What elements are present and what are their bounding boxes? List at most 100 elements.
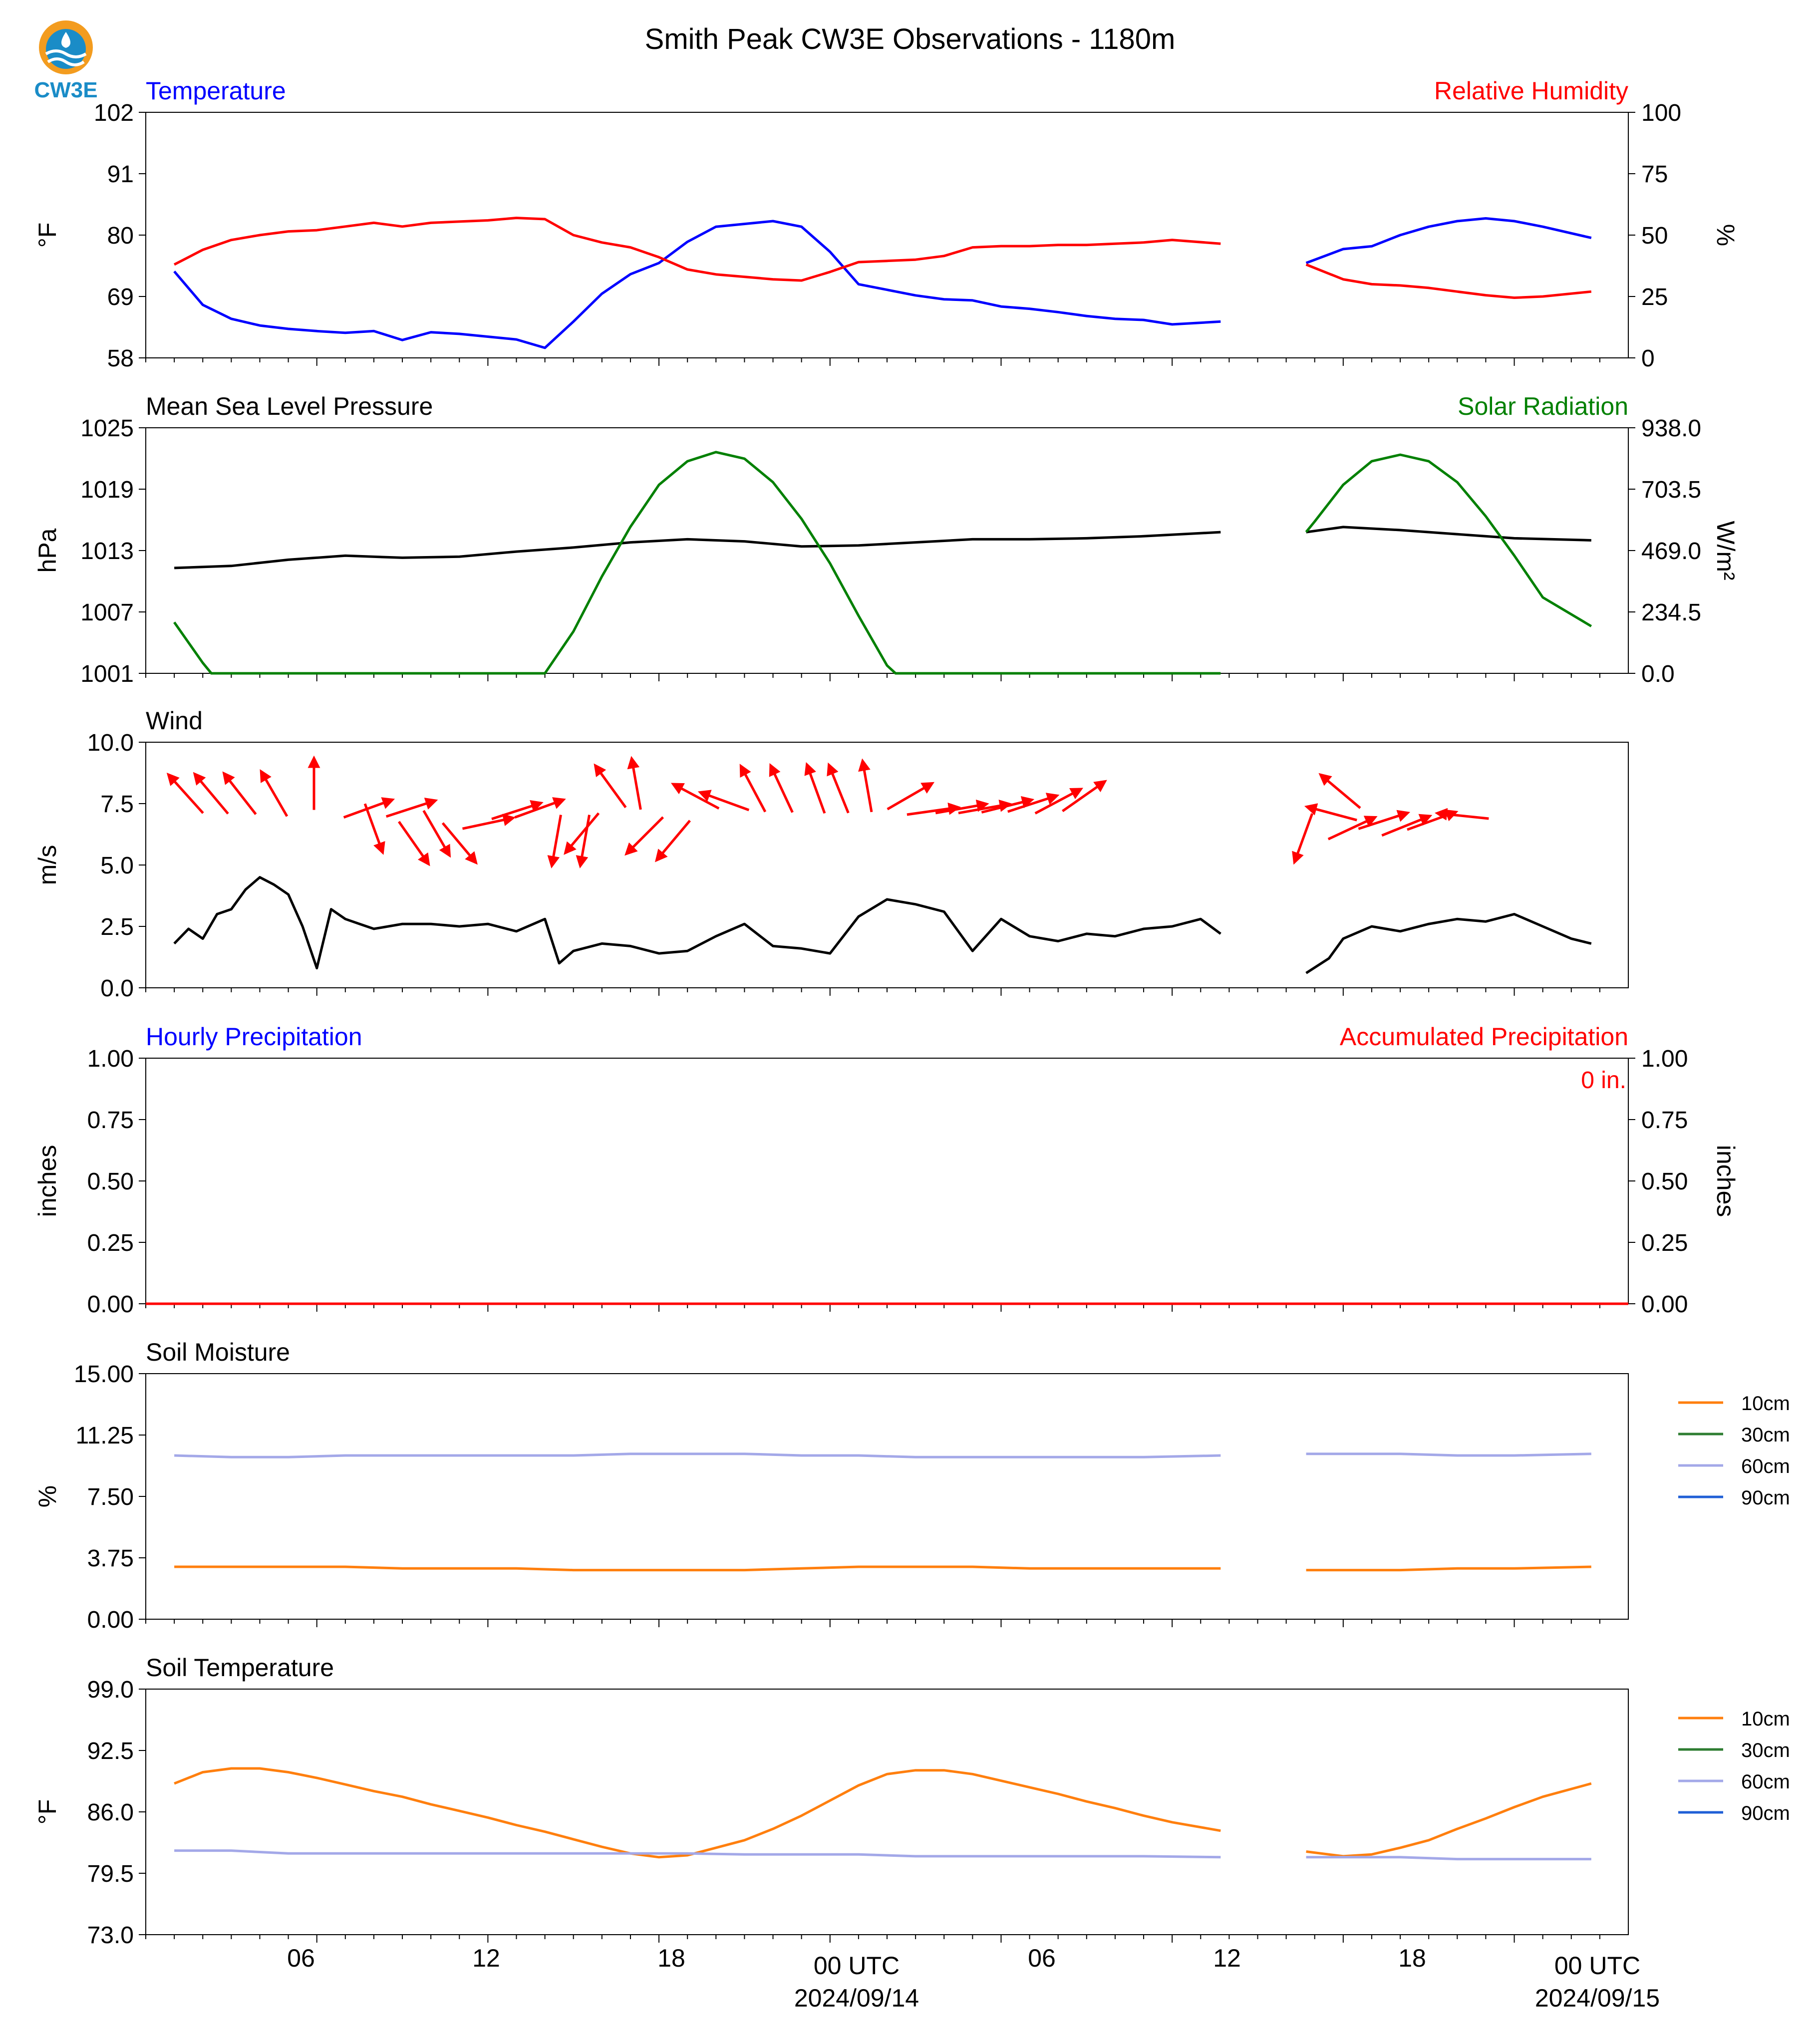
wind-arrow [654,820,691,863]
x-tick-label: 12 [472,1944,500,1972]
panel-title-right: Accumulated Precipitation [1340,1023,1628,1051]
y-tick-label: 0.0 [1641,661,1675,687]
y-tick-label: 0.75 [87,1107,134,1134]
y-tick-label: 7.50 [87,1484,134,1510]
wind-arrow [441,822,478,865]
series-line-relative-humidity [173,217,1221,282]
y-tick-label: 1013 [80,538,134,565]
panel-title-left: Mean Sea Level Pressure [146,392,433,420]
series-line-mean-sea-level-pressure [174,531,1221,570]
y-tick-label: 1019 [80,477,134,503]
y-tick-label: 0.0 [100,975,134,1002]
chart-panel: 1001 1007 1013 1019 1025 0.0 234.5 469.0 703.5 93… [33,392,1740,687]
y-tick-label: 1001 [80,661,134,687]
wind-arrow [1304,803,1357,822]
y-tick-label: 703.5 [1641,477,1701,503]
plot-frame [145,427,1629,674]
y-tick-label: 5.0 [100,853,134,879]
chart-panel: 73.0 79.5 86.0 92.5 99.0 Soil Temperature °F 10… [33,1654,1790,1949]
legend-label: 30cm [1741,1739,1790,1761]
y-tick-label: 0.50 [87,1168,134,1195]
y-tick-label: 7.5 [100,791,134,818]
wind-arrow [907,802,961,816]
chart-panel: 0.00 3.75 7.50 11.25 15.00 Soil Moisture% 10cm… [33,1338,1790,1633]
y-tick-label: 73.0 [87,1922,134,1949]
y-tick-label: 1.00 [87,1046,134,1072]
legend: 10cm 30cm 60cm 90cm [1678,1708,1790,1824]
series-line-wind [173,876,1221,970]
y-tick-label: 58 [107,345,134,372]
y-axis-label-left: °F [33,223,61,248]
panel-title-left: Soil Moisture [146,1338,290,1366]
series-line-temperature [173,220,1221,349]
plot-frame [145,112,1629,358]
chart-panel: 58 69 80 91 102 0 25 50 75 100 Temperature Relative… [33,77,1740,372]
wind-arrow [1034,788,1084,815]
x-tick-label: 06 [1028,1944,1056,1972]
y-tick-label: 1025 [80,415,134,442]
wind-arrow [1007,793,1060,813]
legend-label: 90cm [1741,1802,1790,1824]
y-tick-label: 99.0 [87,1677,134,1703]
series-line-solar-radiation [1305,453,1592,627]
x-axis-labels: 06 12 18 00 UTC 06 12 18 00 UTC 2024/09/… [287,1944,1660,2012]
wind-arrow [887,782,935,811]
wind-arrow [576,815,591,869]
y-tick-label: 92.5 [87,1738,134,1764]
wind-arrow [627,756,642,810]
wind-arrow [1318,773,1361,809]
wind-arrow [827,762,850,814]
wind-arrow [739,764,767,813]
legend-label: 90cm [1741,1487,1790,1509]
y-tick-label: 0.25 [87,1230,134,1256]
y-tick-label: 938.0 [1641,415,1701,442]
y-tick-label: 1.00 [1641,1046,1688,1072]
wind-arrow [514,797,566,819]
plot-frame [145,1058,1629,1304]
series-line-60cm [174,1452,1221,1458]
series-line-60cm [174,1849,1221,1859]
wind-arrow [260,769,289,817]
y-tick-label: 86.0 [87,1799,134,1826]
wind-arrow [385,798,438,818]
precip-total-annotation: 0 in. [1581,1067,1626,1094]
panel-title-left: Soil Temperature [146,1654,334,1682]
y-tick-label: 0.00 [87,1291,134,1318]
y-tick-label: 10.0 [87,730,134,756]
series-line-10cm [1306,1565,1591,1572]
y-tick-label: 91 [107,161,134,188]
y-tick-label: 0.50 [1641,1168,1688,1195]
legend: 10cm 30cm 60cm 90cm [1678,1393,1790,1509]
y-tick-label: 50 [1641,223,1668,249]
wind-arrow [670,783,720,810]
wind-arrow [769,763,794,813]
wind-arrow [193,772,229,815]
wind-arrow [564,812,600,855]
panel-title-left: Hourly Precipitation [146,1023,362,1051]
x-tick-label: 00 UTC [1554,1952,1640,1980]
logo-text: CW3E [34,78,97,102]
series-line-10cm [174,1767,1221,1859]
wind-arrow [1381,814,1433,837]
y-tick-label: 1007 [80,599,134,626]
y-axis-label-right: W/m² [1712,521,1740,580]
legend-label: 60cm [1741,1455,1790,1477]
wind-arrow [981,796,1035,814]
legend-label: 30cm [1741,1424,1790,1446]
x-tick-label: 00 UTC [814,1952,900,1980]
x-date-label: 2024/09/15 [1535,1984,1660,2012]
wind-arrow [858,758,873,813]
panel-title-right: Solar Radiation [1458,392,1628,420]
y-tick-label: 0 [1641,345,1655,372]
wind-arrow [462,814,516,830]
y-tick-label: 0.25 [1641,1230,1688,1256]
x-date-label: 2024/09/14 [794,1984,919,2012]
y-tick-label: 469.0 [1641,538,1701,565]
y-tick-label: 2.5 [100,914,134,940]
series-line-relative-humidity [1305,263,1592,299]
chart-panel: 0.00 0.25 0.50 0.75 1.00 0.00 0.25 0.50 0.75 1.00… [33,1023,1740,1318]
wind-arrow [1435,808,1489,821]
series-line-temperature [1305,217,1592,265]
series-line-10cm [174,1565,1221,1572]
y-tick-label: 79.5 [87,1861,134,1887]
